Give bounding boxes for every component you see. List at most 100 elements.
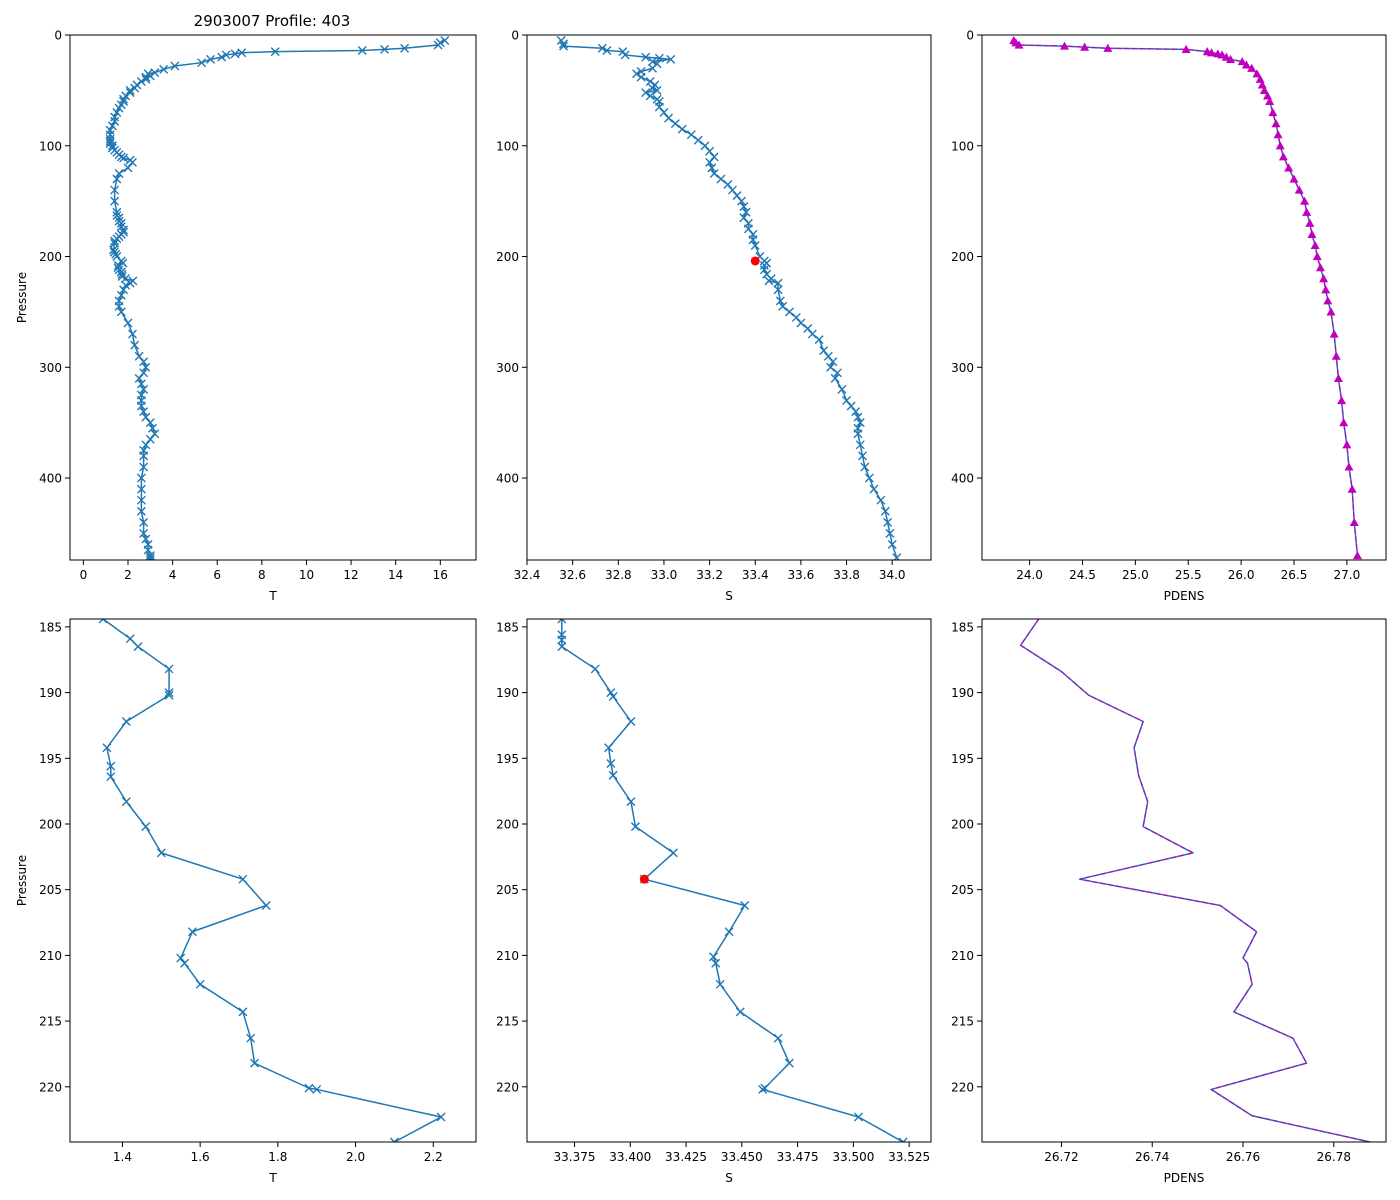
data-point <box>148 423 158 433</box>
data-point <box>110 185 120 195</box>
data-point <box>590 664 600 674</box>
data-point <box>858 451 868 461</box>
y-tick-label: 300 <box>496 361 519 375</box>
data-point <box>119 94 129 104</box>
x-tick-label: 2 <box>124 568 132 582</box>
data-point <box>641 88 651 98</box>
y-tick-label: 220 <box>39 1080 62 1094</box>
series-line <box>1013 40 1359 556</box>
data-point <box>740 900 750 910</box>
y-tick-label: 220 <box>951 1080 974 1094</box>
data-point <box>853 412 863 422</box>
data-point <box>270 47 280 57</box>
data-point <box>105 136 115 146</box>
y-tick-label: 185 <box>496 620 519 634</box>
data-point <box>357 46 367 56</box>
data-point <box>1352 551 1362 560</box>
data-point <box>141 822 151 832</box>
data-point <box>1289 174 1299 183</box>
data-point <box>217 52 227 62</box>
y-tick-label: 190 <box>951 686 974 700</box>
data-point <box>876 495 886 505</box>
data-point <box>641 52 651 62</box>
data-point <box>707 163 717 173</box>
data-point <box>114 213 124 223</box>
data-point <box>102 743 112 753</box>
data-point <box>724 927 734 937</box>
data-point <box>180 958 190 968</box>
y-tick-label: 0 <box>54 29 62 43</box>
x-axis-label: PDENS <box>1164 589 1205 603</box>
data-point <box>1226 54 1236 63</box>
data-point <box>136 506 146 516</box>
data-point <box>187 927 197 937</box>
x-axis-label: S <box>725 1171 733 1185</box>
data-point <box>778 301 788 311</box>
data-point <box>597 43 607 53</box>
data-point <box>773 278 783 288</box>
panel-bottom-temperature: 1.4 1.6 1.8 2.0 2.2 185 190 195 200 205 210 215 220 T… <box>15 618 477 1185</box>
data-point <box>645 77 655 87</box>
data-point <box>1247 63 1257 72</box>
y-tick-label: 215 <box>496 1015 519 1029</box>
data-point <box>864 473 874 483</box>
data-point <box>855 440 865 450</box>
x-tick-label: 2.2 <box>424 1150 443 1164</box>
data-point <box>1333 373 1343 382</box>
data-point <box>139 368 149 378</box>
data-point <box>1323 296 1333 305</box>
data-point <box>1103 43 1113 52</box>
y-tick-label: 185 <box>39 620 62 634</box>
y-tick-label: 195 <box>39 752 62 766</box>
data-point <box>630 822 640 832</box>
data-point <box>666 54 676 64</box>
data-point <box>106 772 116 782</box>
x-tick-label: 32.4 <box>514 568 541 582</box>
data-point <box>1080 42 1090 51</box>
x-tick-label: 24.5 <box>1069 568 1096 582</box>
data-point <box>112 207 122 217</box>
data-point <box>636 72 646 82</box>
data-point <box>784 1058 794 1068</box>
data-point <box>312 1084 322 1094</box>
data-point <box>828 357 838 367</box>
data-point <box>648 83 658 93</box>
data-point <box>433 40 443 50</box>
data-point <box>608 770 618 780</box>
data-point <box>1342 440 1352 449</box>
data-point <box>139 384 149 394</box>
data-point <box>648 63 658 73</box>
data-point <box>139 407 149 417</box>
data-point <box>645 91 655 101</box>
y-tick-label: 190 <box>39 686 62 700</box>
data-point <box>887 539 897 549</box>
x-axis-label: T <box>268 1171 277 1185</box>
data-point <box>121 717 131 726</box>
data-point <box>758 1084 768 1094</box>
data-point <box>110 116 120 126</box>
data-point <box>652 85 662 95</box>
y-axis-label: Pressure <box>15 272 29 323</box>
data-point <box>654 53 664 63</box>
data-point <box>1268 108 1278 117</box>
data-series <box>1009 36 1362 560</box>
data-point <box>648 57 658 67</box>
figure-title: 2903007 Profile: 403 <box>194 12 351 30</box>
x-tick-label: 0 <box>80 568 88 582</box>
data-point <box>112 174 122 184</box>
y-tick-label: 300 <box>951 361 974 375</box>
data-point <box>1273 130 1283 139</box>
data-point <box>195 979 205 989</box>
x-tick-label: 33.4 <box>742 568 769 582</box>
data-point <box>1312 252 1322 261</box>
data-point <box>114 103 124 113</box>
y-tick-label: 100 <box>39 139 62 153</box>
x-tick-label: 33.6 <box>788 568 815 582</box>
axes-frame <box>69 34 477 561</box>
data-point <box>1347 484 1357 493</box>
x-tick-label: 6 <box>213 568 221 582</box>
y-tick-label: 185 <box>951 620 974 634</box>
y-tick-label: 195 <box>951 752 974 766</box>
y-tick-label: 200 <box>496 250 519 264</box>
data-point <box>737 196 747 206</box>
